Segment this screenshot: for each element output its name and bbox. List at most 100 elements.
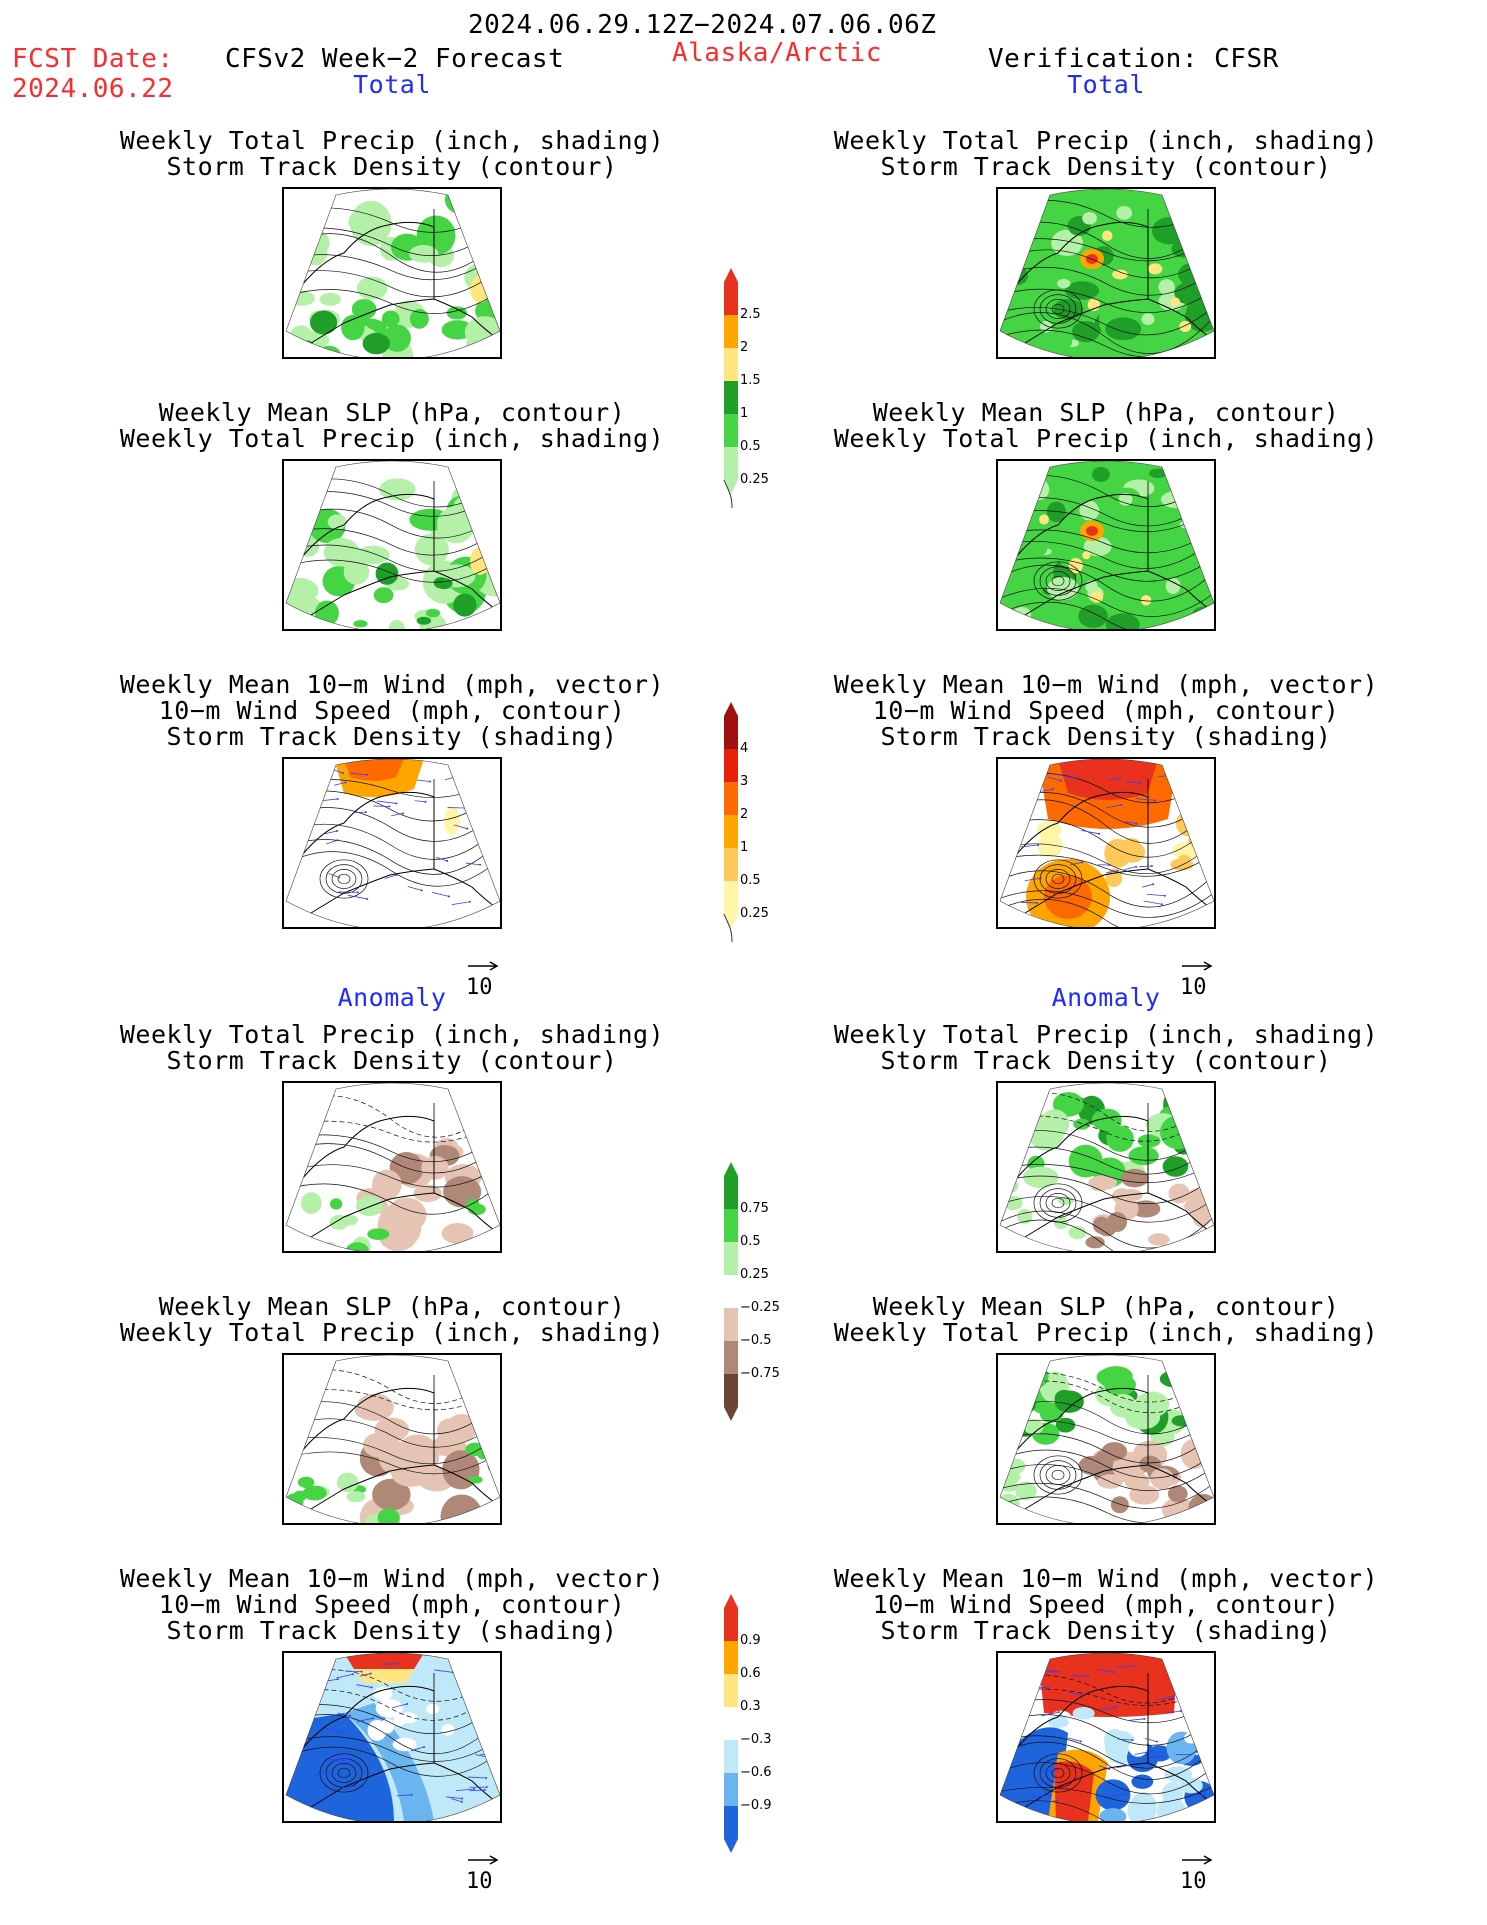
shading-blob: [1023, 1166, 1059, 1189]
contour-ring: [1033, 1455, 1083, 1495]
shading-blob: [379, 478, 416, 501]
map-graphic: [285, 1355, 500, 1523]
shading-blob: [381, 310, 400, 328]
shading-blob: [377, 1508, 400, 1523]
colorbar-tick-label: 0.75: [740, 1201, 769, 1216]
shading-blob: [1072, 1706, 1095, 1720]
colorbar-segment: [724, 1806, 738, 1839]
title-anom-precip-storm-left: Weekly Total Precip (inch, shading) Storm…: [119, 1020, 665, 1075]
colorbar-tick-label: −0.6: [740, 1765, 772, 1780]
shading-blob: [378, 1440, 411, 1475]
wind-vector: [1134, 1750, 1153, 1755]
wind-vector: [1031, 1795, 1051, 1798]
wind-vector-head: [1118, 777, 1121, 780]
colorbar-tail: [723, 479, 733, 509]
wind-vector-head: [336, 830, 339, 833]
map-domain-outline: [999, 1653, 1214, 1821]
colorbar-segment: [724, 782, 738, 815]
title-total-precip-storm-left: Weekly Total Precip (inch, shading) Storm…: [119, 126, 665, 181]
title-anom-wind-left: Weekly Mean 10−m Wind (mph, vector) 10−m …: [119, 1564, 665, 1645]
vector-ref-value: 10: [1180, 1869, 1207, 1894]
shading-blob: [1179, 520, 1193, 529]
wind-vector-head: [397, 1662, 400, 1665]
shading-blob: [351, 298, 377, 320]
wind-vector-head: [369, 1672, 372, 1675]
contour-ring: [1051, 873, 1065, 885]
colorbar-segment: [724, 1674, 738, 1707]
colorbar-tick-label: 1: [740, 840, 749, 855]
wind-vector-head: [491, 1757, 494, 1760]
shading-blob: [314, 600, 339, 626]
contour-ring: [1045, 1763, 1071, 1783]
contour-ring: [1039, 1460, 1077, 1490]
shading-blob: [329, 1198, 343, 1210]
wind-vector: [1020, 844, 1039, 848]
shading-blob: [323, 1241, 336, 1250]
colorbar-tick-label: 4: [740, 741, 749, 756]
shading-blob: [1002, 206, 1023, 219]
shading-blob: [372, 1478, 411, 1511]
shading-blob: [383, 324, 411, 352]
wind-vector: [1047, 776, 1062, 782]
wind-vector: [1041, 1711, 1059, 1717]
contour-line: [1000, 1464, 1214, 1492]
wind-vector-head: [346, 1757, 349, 1760]
contour-line: [1000, 529, 1214, 554]
map-domain-outline: [285, 759, 500, 927]
wind-vector: [467, 1776, 487, 1779]
wind-vector: [391, 1703, 408, 1709]
colorbar-precip-anom: 0.75 0.5 0.25 −0.25 −0.5 −0.75: [718, 1162, 780, 1452]
wind-vector-head: [1079, 1693, 1082, 1696]
shading-blob: [1127, 1796, 1157, 1821]
shading-blob: [1091, 1108, 1122, 1132]
wind-vector: [1116, 1764, 1130, 1769]
contour-line: [1000, 1162, 1214, 1184]
wind-vector: [465, 862, 481, 866]
shading-blob: [1130, 1200, 1161, 1218]
wind-vector: [328, 873, 340, 878]
shading-blob: [1166, 1731, 1197, 1765]
shading-blob: [441, 1222, 474, 1244]
contour-ring: [1039, 566, 1077, 596]
contour-ring: [1051, 1469, 1065, 1481]
map-domain-outline: [999, 189, 1214, 357]
shading-blob: [371, 1169, 402, 1200]
shading-blob: [293, 1490, 307, 1502]
shading-blob: [480, 191, 500, 207]
wind-vector: [1105, 1794, 1125, 1797]
shading-blob: [1024, 1418, 1044, 1435]
shading-blob: [341, 314, 365, 341]
wind-vector: [1042, 1800, 1058, 1804]
colorbar-segment: [724, 447, 738, 480]
shading-blob: [1116, 206, 1133, 220]
wind-vector-head: [428, 780, 431, 783]
wind-vector-head: [366, 773, 369, 776]
wind-vector-head: [1131, 1739, 1134, 1742]
wind-vector: [451, 1798, 462, 1803]
contour-line: [286, 1736, 500, 1762]
wind-vector: [1055, 773, 1076, 779]
contour-line: [286, 839, 500, 875]
shading-blob: [1047, 576, 1079, 601]
colorbar-storm-anom: 0.9 0.6 0.3 −0.3 −0.6 −0.9: [718, 1594, 778, 1884]
colorbar-top-cap: [724, 702, 738, 716]
wind-vector-head: [1143, 1717, 1146, 1720]
shading-blob: [1013, 214, 1037, 232]
wind-vector: [414, 800, 426, 803]
colorbar-segment: [724, 1176, 738, 1209]
shading-blob: [1002, 1178, 1019, 1193]
shading-blob: [1090, 590, 1104, 603]
wind-vector-head: [1114, 1706, 1117, 1709]
contour-line: [286, 1164, 500, 1188]
contour-line: [286, 851, 500, 887]
shading-blob: [1053, 298, 1084, 320]
wind-vector: [1019, 777, 1039, 782]
wind-vector: [328, 1758, 348, 1761]
colorbar-segment: [724, 881, 738, 914]
shading-blob: [1072, 321, 1100, 343]
wind-vector: [335, 1785, 355, 1790]
wind-vector: [1156, 1695, 1175, 1701]
model-title: CFSv2 Week−2 Forecast: [225, 44, 565, 74]
shading-blob: [1082, 212, 1098, 225]
shading-blob: [489, 1173, 500, 1186]
